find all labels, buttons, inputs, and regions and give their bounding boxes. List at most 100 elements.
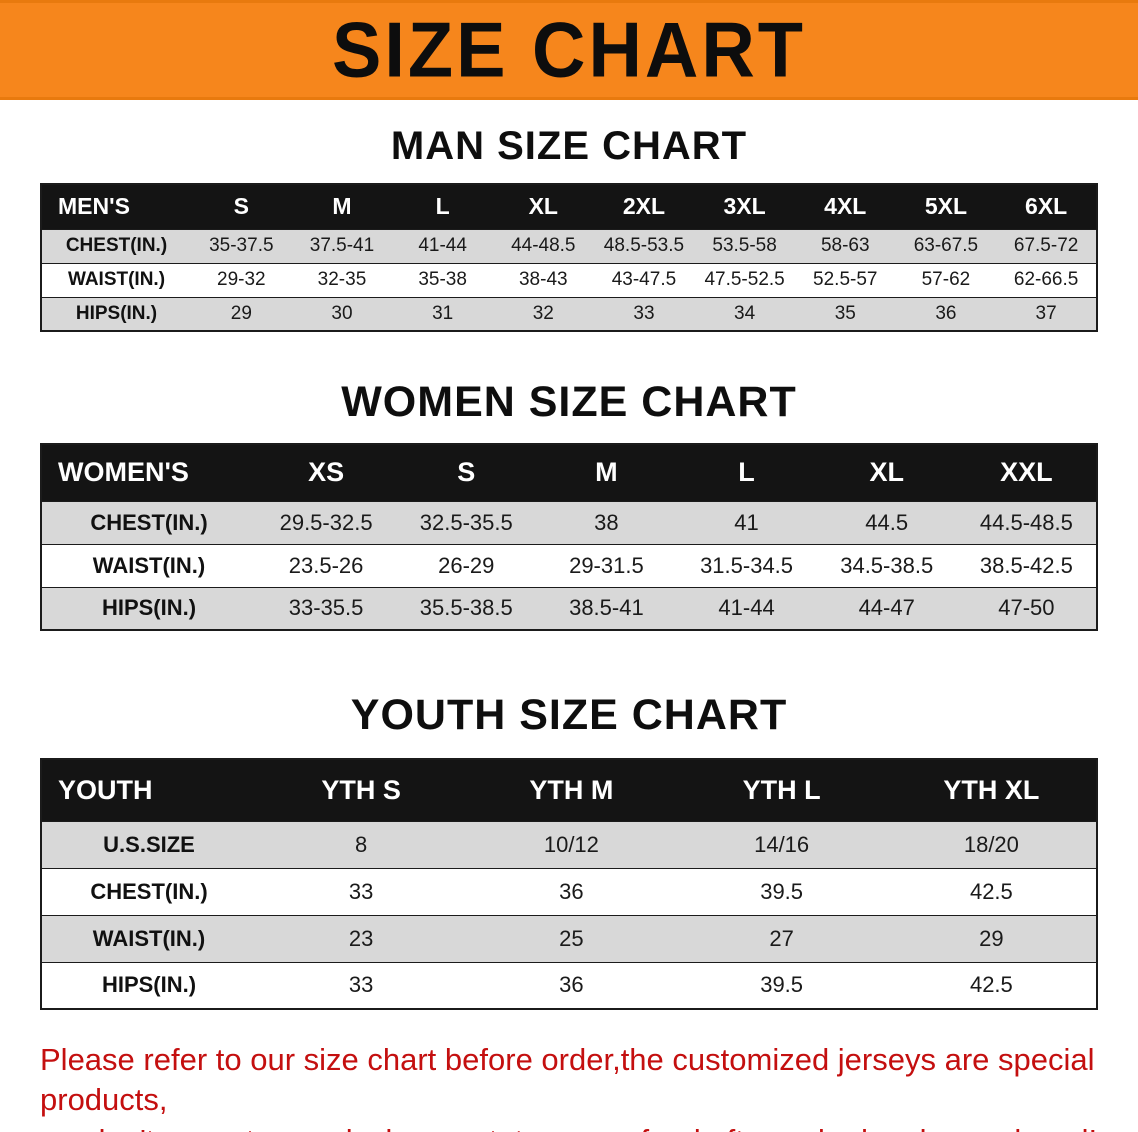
value-cell: 41-44 <box>718 595 775 621</box>
order-policy-line-1: Please refer to our size chart before or… <box>40 1042 1095 1118</box>
page-title: SIZE CHART <box>332 5 806 94</box>
value-cell: 10/12 <box>543 831 599 857</box>
table-title-cell: YOUTH <box>58 774 153 805</box>
table-row: CHEST(IN.) 33 36 39.5 42.5 <box>41 868 1097 915</box>
value-cell: 47.5-52.5 <box>704 269 785 290</box>
size-header-cell: 5XL <box>924 193 968 220</box>
value-cell: 18/20 <box>963 831 1019 857</box>
value-cell: 23.5-26 <box>288 552 364 578</box>
value-cell: 36 <box>559 972 584 998</box>
value-cell: 62-66.5 <box>1013 269 1079 290</box>
row-label-cell: CHEST(IN.) <box>90 878 208 904</box>
value-cell: 41 <box>734 509 759 535</box>
size-header-cell: YTH M <box>529 774 614 805</box>
value-cell: 34.5-38.5 <box>840 552 934 578</box>
table-header-row: MEN'S S M L XL 2XL 3XL 4XL 5XL 6XL <box>41 184 1097 229</box>
value-cell: 36 <box>935 302 957 324</box>
row-label-cell: WAIST(IN.) <box>92 552 206 578</box>
table-row: CHEST(IN.) 35-37.5 37.5-41 41-44 44-48.5 48.5… <box>41 229 1097 263</box>
value-cell: 29 <box>230 302 252 324</box>
value-cell: 35 <box>834 302 856 324</box>
value-cell: 41-44 <box>418 235 467 256</box>
youth-section-heading: YOUTH SIZE CHART <box>350 691 788 739</box>
value-cell: 43-47.5 <box>611 269 677 290</box>
value-cell: 33 <box>633 302 655 324</box>
row-label-cell: U.S.SIZE <box>103 831 195 857</box>
size-header-cell: 6XL <box>1025 193 1068 220</box>
size-chart-banner: SIZE CHART <box>0 0 1138 100</box>
value-cell: 35.5-38.5 <box>419 595 513 621</box>
men-size-table: MEN'S S M L XL 2XL 3XL 4XL 5XL 6XL CHEST(IN.) 35-37… <box>40 183 1098 332</box>
table-title-cell: MEN'S <box>58 193 130 220</box>
value-cell: 31 <box>432 302 454 324</box>
value-cell: 29 <box>979 925 1004 951</box>
row-label-cell: HIPS(IN.) <box>101 972 197 998</box>
value-cell: 26-29 <box>438 552 495 578</box>
value-cell: 57-62 <box>921 269 971 290</box>
value-cell: 39.5 <box>760 878 804 904</box>
size-header-cell: L <box>738 457 755 488</box>
row-label-cell: CHEST(IN.) <box>65 235 168 256</box>
women-section-heading: WOMEN SIZE CHART <box>341 378 797 426</box>
value-cell: 44.5-48.5 <box>979 509 1073 535</box>
value-cell: 37 <box>1035 302 1057 324</box>
row-label-cell: CHEST(IN.) <box>90 509 208 535</box>
value-cell: 32-35 <box>317 269 367 290</box>
size-header-cell: 3XL <box>723 193 766 220</box>
size-header-cell: XXL <box>1000 457 1053 488</box>
value-cell: 42.5 <box>969 972 1013 998</box>
value-cell: 38-43 <box>518 269 568 290</box>
value-cell: 29-31.5 <box>569 552 644 578</box>
row-label-cell: WAIST(IN.) <box>92 925 206 951</box>
value-cell: 48.5-53.5 <box>603 235 685 256</box>
women-size-table: WOMEN'S XS S M L XL XXL CHEST(IN.) 29.5-32.5 32.5… <box>40 443 1098 631</box>
value-cell: 33 <box>348 972 374 998</box>
size-header-cell: S <box>233 193 249 220</box>
value-cell: 14/16 <box>754 831 810 857</box>
value-cell: 31.5-34.5 <box>700 552 794 578</box>
value-cell: 44-48.5 <box>511 235 576 256</box>
value-cell: 67.5-72 <box>1013 235 1079 256</box>
value-cell: 38.5-42.5 <box>979 552 1073 578</box>
order-policy-note: Please refer to our size chart before or… <box>40 1040 1098 1132</box>
value-cell: 38 <box>594 509 619 535</box>
value-cell: 32 <box>532 302 554 324</box>
table-row: HIPS(IN.) 33 36 39.5 42.5 <box>41 962 1097 1009</box>
size-header-cell: 4XL <box>824 193 867 220</box>
table-row: HIPS(IN.) 33-35.5 35.5-38.5 38.5-41 41-44 44-… <box>41 587 1097 630</box>
man-section-heading: MAN SIZE CHART <box>390 124 748 168</box>
value-cell: 44.5 <box>865 509 909 535</box>
table-header-row: YOUTH YTH S YTH M YTH L YTH XL <box>41 759 1097 821</box>
size-header-cell: M <box>332 193 352 220</box>
table-row: WAIST(IN.) 23 25 27 29 <box>41 915 1097 962</box>
size-header-cell: M <box>595 457 618 488</box>
size-header-cell: L <box>435 193 450 220</box>
value-cell: 33-35.5 <box>288 595 364 621</box>
row-label-cell: HIPS(IN.) <box>101 595 197 621</box>
size-header-cell: YTH L <box>742 774 821 805</box>
value-cell: 53.5-58 <box>712 235 777 256</box>
size-header-cell: YTH S <box>321 774 401 805</box>
value-cell: 38.5-41 <box>569 595 644 621</box>
value-cell: 23 <box>348 925 374 951</box>
value-cell: 39.5 <box>760 972 804 998</box>
value-cell: 36 <box>559 878 584 904</box>
value-cell: 35-37.5 <box>209 235 274 256</box>
value-cell: 30 <box>331 302 353 324</box>
table-row: U.S.SIZE 8 10/12 14/16 18/20 <box>41 821 1097 868</box>
value-cell: 32.5-35.5 <box>419 509 513 535</box>
value-cell: 44-47 <box>858 595 915 621</box>
value-cell: 25 <box>559 925 584 951</box>
value-cell: 35-38 <box>418 269 467 290</box>
value-cell: 47-50 <box>998 595 1055 621</box>
size-header-cell: YTH XL <box>943 774 1040 805</box>
table-header-row: WOMEN'S XS S M L XL XXL <box>41 444 1097 501</box>
size-header-cell: XL <box>869 457 904 488</box>
value-cell: 58-63 <box>820 235 870 256</box>
size-header-cell: XL <box>528 193 558 220</box>
row-label-cell: WAIST(IN.) <box>67 269 166 290</box>
value-cell: 27 <box>769 925 794 951</box>
youth-size-table: YOUTH YTH S YTH M YTH L YTH XL U.S.SIZE 8 10/12… <box>40 758 1098 1010</box>
size-header-cell: S <box>457 457 476 488</box>
size-header-cell: XS <box>308 457 345 488</box>
